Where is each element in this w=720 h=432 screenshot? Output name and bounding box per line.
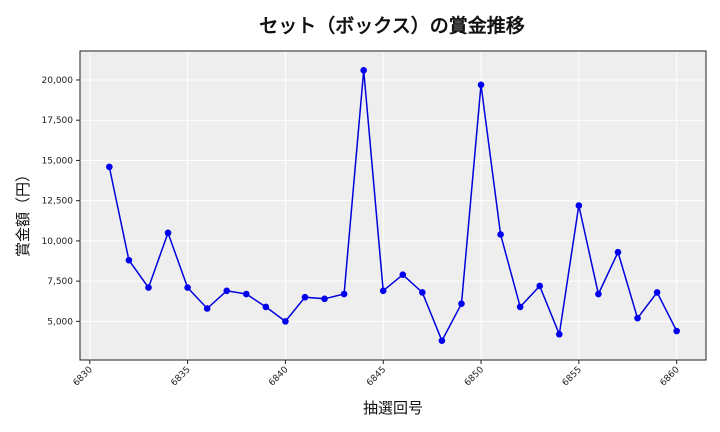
- data-point-marker: [203, 305, 211, 312]
- data-point-marker: [301, 293, 309, 301]
- series-line: [108, 70, 678, 343]
- y-tick-label: 15,000: [42, 156, 74, 166]
- data-point-marker: [340, 290, 348, 298]
- data-point-marker: [653, 289, 661, 296]
- data-point-marker: [184, 284, 191, 291]
- data-point-marker: [145, 284, 152, 291]
- data-point-marker: [242, 290, 250, 298]
- data-series: [106, 67, 680, 344]
- data-point-marker: [164, 229, 172, 237]
- x-tick-label: 6830: [72, 365, 95, 388]
- data-point-marker: [536, 282, 544, 290]
- x-tick-label: 6860: [659, 365, 682, 388]
- plot-frame: [79, 50, 707, 361]
- data-point-marker: [379, 287, 387, 295]
- x-tick-label: 6855: [561, 365, 584, 388]
- y-tick-label: 10,000: [42, 237, 74, 247]
- y-axis-ticks: 5,000 7,500 10,000 12,500 15,000 17,500 20,000: [42, 76, 80, 327]
- data-point-marker: [516, 303, 524, 311]
- data-point-marker: [419, 289, 426, 296]
- y-tick-label: 17,500: [42, 116, 74, 126]
- data-point-marker: [438, 337, 446, 344]
- y-tick-label: 12,500: [42, 197, 74, 207]
- data-point-marker: [399, 271, 407, 279]
- data-point-marker: [673, 327, 680, 335]
- data-point-marker: [575, 202, 583, 209]
- y-tick-label: 20,000: [42, 76, 74, 86]
- data-point-marker: [497, 231, 504, 238]
- data-point-marker: [223, 287, 231, 295]
- data-point-marker: [555, 330, 563, 338]
- data-point-marker: [106, 163, 113, 171]
- x-tick-label: 6835: [169, 365, 192, 388]
- y-tick-label: 5,000: [47, 317, 73, 327]
- y-tick-label: 7,500: [47, 277, 73, 287]
- plot-area: [80, 51, 706, 360]
- x-axis-label: 抽選回号: [363, 399, 423, 417]
- data-point-marker: [614, 248, 622, 256]
- data-point-marker: [125, 256, 133, 264]
- data-point-marker: [282, 318, 289, 325]
- x-tick-label: 6850: [463, 365, 486, 388]
- data-point-marker: [595, 290, 602, 298]
- data-point-marker: [634, 314, 641, 322]
- data-point-marker: [262, 303, 270, 311]
- data-point-marker: [360, 67, 367, 74]
- data-point-marker: [477, 81, 485, 89]
- chart-title: セット（ボックス）の賞金推移: [259, 14, 524, 37]
- data-point-marker: [458, 300, 465, 307]
- data-point-marker: [321, 295, 328, 303]
- x-axis-ticks: 6830 6835 6840 6845 6850 6855 6860: [72, 360, 682, 388]
- x-tick-label: 6845: [365, 365, 388, 388]
- y-axis-label: 賞金額（円）: [14, 167, 32, 257]
- x-tick-label: 6840: [267, 365, 290, 388]
